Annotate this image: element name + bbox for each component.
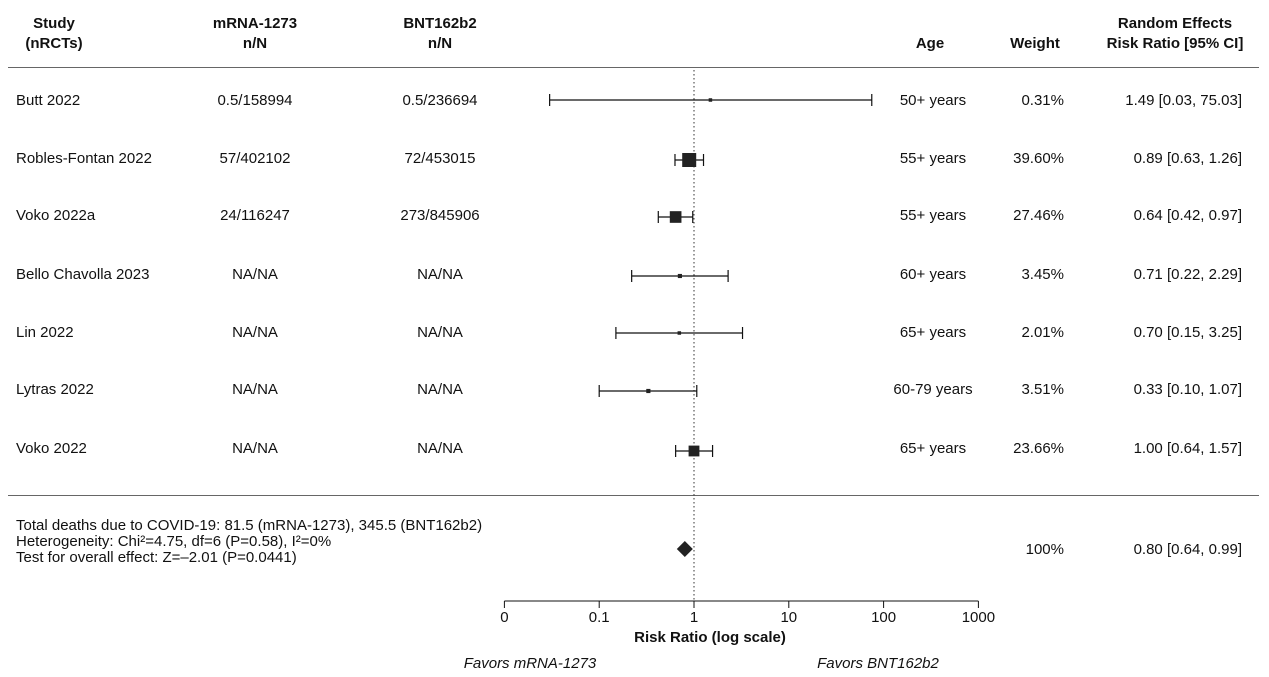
x-tick-label: 0.1 [589,609,610,626]
bnt-count: NA/NA [417,266,463,283]
overall-effect-text: Test for overall effect: Z=–2.01 (P=0.04… [16,549,297,566]
study-name: Robles-Fontan 2022 [16,150,152,167]
point-estimate [669,211,682,223]
study-name: Lin 2022 [16,324,74,341]
study-name: Voko 2022a [16,207,96,224]
x-tick-label: 10 [780,609,797,626]
header-effect: Random Effects Risk Ratio [95% CI] [1090,14,1260,54]
study-name: Voko 2022 [16,440,87,457]
header-study: Study (nRCTs) [14,14,94,54]
header-weight: Weight [1010,35,1060,52]
header-mrna-line2: n/N [242,35,268,52]
mrna-count: 57/402102 [219,150,291,167]
mrna-count: NA/NA [232,266,278,283]
point-estimate [646,388,651,394]
weight-value: 27.46% [1013,207,1064,224]
x-axis-title: Risk Ratio (log scale) [634,629,786,646]
age-range: 60-79 years [893,381,973,398]
point-estimate [677,273,682,279]
total-deaths-text: Total deaths due to COVID-19: 81.5 (mRNA… [16,517,483,534]
bnt-count: NA/NA [417,324,463,341]
x-tick-label: 1 [690,609,698,626]
age-range: 55+ years [899,207,967,224]
risk-ratio-ci: 0.71 [0.22, 2.29] [1133,266,1242,283]
point-estimate [682,153,697,167]
risk-ratio-ci: 0.64 [0.42, 0.97] [1133,207,1242,224]
favors-left-label: Favors mRNA-1273 [463,655,597,672]
point-estimate [677,331,682,335]
header-effect-line2: Risk Ratio [95% CI] [1106,35,1244,52]
bnt-count: 0.5/236694 [402,92,478,109]
risk-ratio-ci: 0.70 [0.15, 3.25] [1133,324,1242,341]
header-effect-line1: Random Effects [1117,15,1233,32]
point-estimate [688,445,700,457]
heterogeneity-text: Heterogeneity: Chi²=4.75, df=6 (P=0.58),… [16,533,332,550]
mrna-count: 24/116247 [220,207,290,224]
mrna-count: NA/NA [232,440,278,457]
age-range: 55+ years [899,150,967,167]
overall-risk-ratio-ci: 0.80 [0.64, 0.99] [1133,541,1242,558]
bnt-count: NA/NA [417,440,463,457]
overall-diamond [676,541,693,557]
study-name: Lytras 2022 [16,381,94,398]
risk-ratio-ci: 1.49 [0.03, 75.03] [1125,92,1242,109]
header-bnt-line2: n/N [427,35,453,52]
header-study-line2: (nRCTs) [25,35,83,52]
header-bnt: BNT162b2 n/N [370,14,510,54]
risk-ratio-ci: 0.33 [0.10, 1.07] [1133,381,1242,398]
age-range: 65+ years [899,324,967,341]
age-range: 60+ years [899,266,967,283]
study-name: Butt 2022 [16,92,81,109]
x-tick-label: 1000 [962,609,995,626]
header-mrna: mRNA-1273 n/N [185,14,325,54]
weight-value: 2.01% [1021,324,1064,341]
weight-value: 39.60% [1013,150,1064,167]
age-range: 65+ years [899,440,967,457]
weight-value: 0.31% [1021,92,1064,109]
header-mrna-line1: mRNA-1273 [212,15,298,32]
x-tick-label: 0 [500,609,508,626]
x-tick-label: 100 [871,609,896,626]
overall-weight: 100% [1025,541,1064,558]
bnt-count: NA/NA [417,381,463,398]
mrna-count: NA/NA [232,381,278,398]
mrna-count: 0.5/158994 [217,92,293,109]
age-range: 50+ years [899,92,967,109]
bnt-count: 273/845906 [400,207,480,224]
study-name: Bello Chavolla 2023 [16,266,150,283]
bnt-count: 72/453015 [404,150,476,167]
point-estimate [708,98,713,102]
weight-value: 3.51% [1021,381,1064,398]
summary-divider [8,495,1259,496]
header-age: Age [915,35,945,52]
weight-value: 3.45% [1021,266,1064,283]
header-study-line1: Study [33,15,75,32]
weight-value: 23.66% [1013,440,1064,457]
mrna-count: NA/NA [232,324,278,341]
header-divider [8,67,1259,68]
risk-ratio-ci: 1.00 [0.64, 1.57] [1133,440,1242,457]
risk-ratio-ci: 0.89 [0.63, 1.26] [1133,150,1242,167]
favors-right-label: Favors BNT162b2 [817,655,939,672]
header-bnt-line1: BNT162b2 [403,15,477,32]
